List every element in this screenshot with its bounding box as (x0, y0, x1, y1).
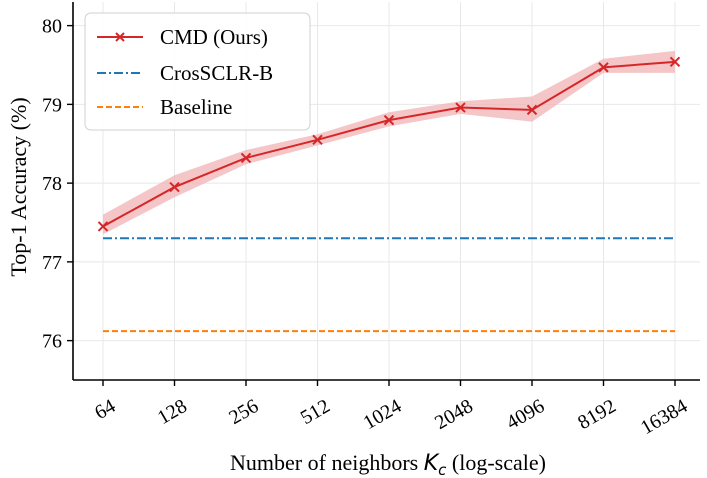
x-tick-label-128: 128 (154, 395, 191, 429)
x-tick-label-1024: 1024 (360, 395, 406, 434)
marker-cmd-128 (169, 181, 180, 193)
confidence-band-layer (103, 50, 675, 235)
marker-cmd-512 (312, 134, 323, 146)
legend-item-baseline: Baseline (97, 95, 232, 119)
x-axis-title: Number of neighbors Kc (log-scale) (230, 450, 546, 478)
marker-cmd-2048 (455, 102, 466, 113)
y-tick-label-79: 79 (42, 94, 62, 116)
legend-item-crossclr: CrosSCLR-B (97, 61, 273, 85)
legend-label-cmd: CMD (Ours) (160, 25, 268, 49)
x-ticks: 64 128 256 512 1024 2048 4096 8192 16384 (91, 380, 691, 439)
legend-box (84, 12, 311, 131)
x-axis-title-prefix: Number of neighbors (230, 450, 424, 475)
y-tick-label-78: 78 (42, 173, 62, 195)
y-tick-label-80: 80 (42, 16, 62, 38)
marker-cmd-4096 (526, 104, 538, 116)
x-axis-title-suffix: (log-scale) (446, 450, 546, 475)
legend: CMD (Ours) CrosSCLR-B Baseline (84, 12, 311, 131)
markers-layer (97, 56, 681, 232)
x-tick-label-512: 512 (297, 395, 334, 429)
x-tick-label-2048: 2048 (431, 395, 477, 434)
x-axis-title-subscript: c (438, 461, 447, 478)
y-tick-label-77: 77 (42, 252, 62, 274)
marker-cmd-16384 (669, 56, 681, 68)
x-tick-label-4096: 4096 (503, 395, 549, 434)
x-tick-label-64: 64 (91, 395, 119, 424)
legend-item-cmd: CMD (Ours) (97, 25, 268, 49)
marker-cmd-8192 (598, 62, 609, 73)
marker-cmd-1024 (383, 114, 395, 126)
legend-label-crossclr: CrosSCLR-B (160, 61, 273, 85)
y-tick-label-76: 76 (42, 331, 62, 353)
x-tick-label-16384: 16384 (637, 395, 691, 439)
marker-cmd-256 (240, 152, 252, 164)
legend-label-baseline: Baseline (160, 95, 232, 119)
axes (72, 2, 700, 381)
x-tick-label-8192: 8192 (574, 395, 620, 434)
series-band-cmd (103, 50, 675, 235)
x-axis-title-variable: K (424, 451, 440, 476)
y-axis-title: Top-1 Accuracy (%) (6, 97, 31, 276)
x-tick-label-256: 256 (225, 395, 262, 429)
legend-marker-cmd (115, 32, 125, 42)
y-ticks: 76 77 78 79 80 (42, 16, 73, 353)
marker-cmd-64 (97, 221, 109, 232)
